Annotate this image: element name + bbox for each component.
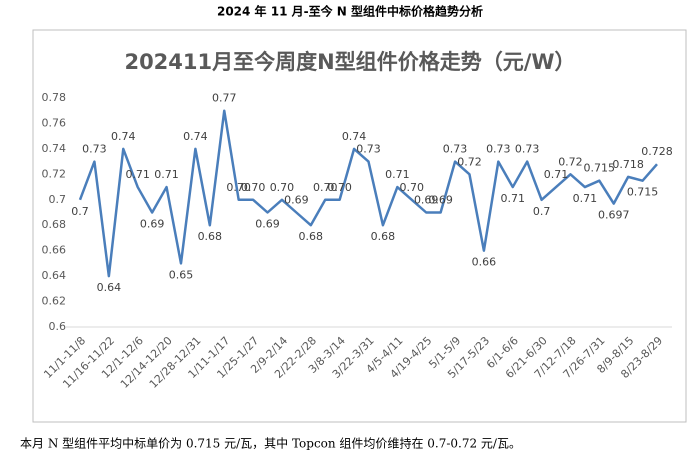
y-tick-label: 0.64 [42, 269, 67, 282]
y-tick-label: 0.66 [42, 244, 67, 257]
data-label: 0.70 [327, 181, 352, 194]
data-label: 0.74 [342, 130, 367, 143]
data-label: 0.71 [573, 192, 598, 205]
data-label: 0.74 [111, 130, 136, 143]
data-label: 0.70 [241, 181, 266, 194]
data-label: 0.73 [515, 143, 540, 156]
y-tick-label: 0.7 [49, 193, 67, 206]
data-label: 0.69 [140, 218, 165, 231]
y-tick-label: 0.78 [42, 91, 67, 104]
y-tick-label: 0.6 [49, 320, 67, 333]
y-tick-label: 0.62 [42, 295, 67, 308]
data-label: 0.77 [212, 92, 237, 105]
y-tick-label: 0.72 [42, 167, 67, 180]
data-label: 0.64 [97, 281, 122, 294]
y-tick-label: 0.74 [42, 142, 67, 155]
data-label: 0.73 [82, 143, 107, 156]
data-line [78, 109, 658, 278]
data-label: 0.68 [371, 230, 396, 243]
data-label: 0.65 [169, 268, 194, 281]
data-label: 0.715 [627, 186, 659, 199]
data-label: 0.68 [198, 230, 223, 243]
data-label: 0.69 [428, 194, 453, 207]
data-label: 0.68 [299, 230, 324, 243]
data-label: 0.7 [71, 205, 89, 218]
data-label: 0.718 [612, 158, 644, 171]
data-label: 0.715 [584, 162, 616, 175]
data-label: 0.73 [443, 143, 468, 156]
data-label: 0.74 [183, 130, 208, 143]
y-tick-label: 0.68 [42, 218, 67, 231]
data-label: 0.69 [284, 194, 309, 207]
data-label: 0.70 [313, 181, 338, 194]
data-label: 0.69 [255, 218, 280, 231]
data-label: 0.71 [125, 168, 150, 181]
data-label: 0.73 [356, 143, 381, 156]
data-label: 0.71 [544, 168, 569, 181]
data-label: 0.7 [533, 205, 551, 218]
heading: 2024 年 11 月-至今 N 型组件中标价格趋势分析 [217, 4, 483, 19]
data-label: 0.71 [154, 168, 179, 181]
data-label: 0.71 [385, 168, 410, 181]
data-label: 0.697 [598, 209, 630, 222]
data-label: 0.72 [457, 155, 482, 168]
chart-frame [32, 29, 687, 423]
data-label: 0.69 [414, 194, 439, 207]
data-label: 0.70 [400, 181, 425, 194]
data-label: 0.728 [641, 145, 673, 158]
footer-text: 本月 N 型组件平均中标单价为 0.715 元/瓦，其中 Topcon 组件均价… [20, 436, 521, 451]
data-label: 0.70 [270, 181, 295, 194]
chart-title: 202411月至今周度N型组件价格走势（元/W） [124, 50, 575, 74]
data-label: 0.72 [558, 155, 583, 168]
data-label: 0.66 [472, 256, 497, 269]
data-label: 0.73 [486, 143, 511, 156]
data-label: 0.71 [501, 192, 526, 205]
data-label: 0.70 [226, 181, 251, 194]
y-tick-label: 0.76 [42, 116, 67, 129]
